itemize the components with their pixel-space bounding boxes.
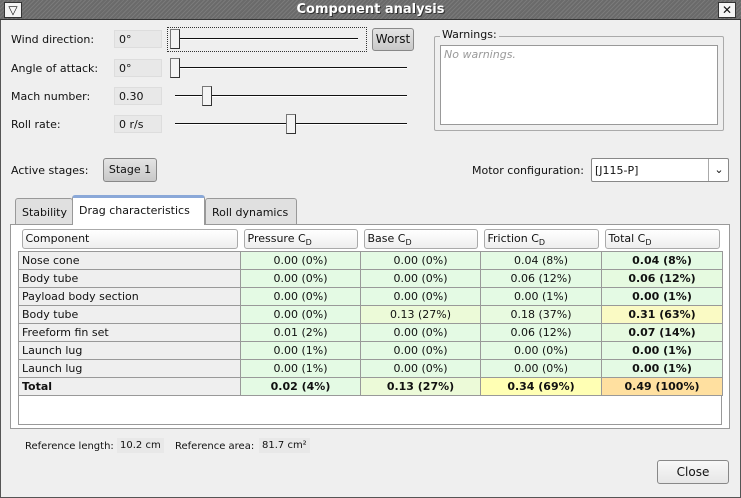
table-cell: 0.00 (1%)	[601, 340, 723, 360]
window-menu-button[interactable]: ▽	[4, 2, 22, 18]
table-cell: Freeform fin set	[18, 322, 241, 342]
chevron-down-icon: ⌄	[708, 159, 729, 181]
reference-area-label: Reference area:	[175, 441, 255, 452]
table-cell: 0.00 (0%)	[360, 250, 481, 270]
table-cell: 0.34 (69%)	[480, 376, 602, 396]
table-cell: 0.31 (63%)	[601, 304, 723, 324]
slider-thumb[interactable]	[286, 114, 296, 134]
table-cell: 0.13 (27%)	[360, 304, 481, 324]
table-cell: 0.00 (0%)	[480, 340, 602, 360]
worst-button[interactable]: Worst	[372, 28, 414, 51]
focus-outline	[167, 27, 367, 52]
table-cell: Payload body section	[18, 286, 241, 306]
tab-drag-characteristics[interactable]: Drag characteristics	[72, 195, 205, 225]
motor-config-value: [J115-P]	[595, 164, 639, 177]
param-slider[interactable]	[175, 95, 407, 97]
table-row[interactable]: Nose cone 0.00 (0%) 0.00 (0%) 0.04 (8%) 0.04…	[18, 250, 723, 270]
column-header[interactable]: Friction CD	[480, 228, 602, 251]
table-cell: 0.00 (1%)	[601, 358, 723, 378]
param-label: Wind direction:	[11, 33, 95, 46]
table-cell: 0.00 (1%)	[240, 358, 361, 378]
slider-thumb[interactable]	[201, 86, 212, 106]
table-cell: 0.18 (37%)	[480, 304, 602, 324]
table-cell: 0.06 (12%)	[480, 268, 602, 288]
stage-1-button[interactable]: Stage 1	[103, 158, 157, 182]
table-cell: 0.00 (0%)	[360, 340, 481, 360]
table-cell: 0.49 (100%)	[601, 376, 723, 396]
title-bar[interactable]	[0, 0, 741, 20]
column-header[interactable]: Base CD	[360, 228, 481, 251]
param-label: Roll rate:	[11, 118, 61, 131]
param-label: Angle of attack:	[11, 62, 99, 75]
param-slider[interactable]	[170, 67, 407, 69]
param-label: Mach number:	[11, 90, 91, 103]
table-cell: 0.00 (0%)	[240, 268, 361, 288]
table-cell: 0.06 (12%)	[601, 268, 723, 288]
param-value-field[interactable]: 0°	[114, 59, 162, 77]
table-cell: 0.00 (0%)	[360, 268, 481, 288]
table-cell: Launch lug	[18, 340, 241, 360]
table-cell: 0.00 (1%)	[601, 286, 723, 306]
table-cell: 0.13 (27%)	[360, 376, 481, 396]
table-cell: 0.07 (14%)	[601, 322, 723, 342]
table-cell: 0.00 (0%)	[480, 358, 602, 378]
window-close-button[interactable]: ✕	[718, 2, 736, 18]
table-cell: 0.01 (2%)	[240, 322, 361, 342]
tab-stability[interactable]: Stability	[15, 198, 73, 224]
table-cell: 0.00 (0%)	[360, 322, 481, 342]
warnings-label: Warnings:	[440, 28, 499, 41]
table-row[interactable]: Launch lug 0.00 (1%) 0.00 (0%) 0.00 (0%) 0.0…	[18, 340, 723, 360]
warnings-text: No warnings.	[440, 45, 718, 125]
column-header[interactable]: Total CD	[601, 228, 723, 251]
table-row[interactable]: Payload body section 0.00 (0%) 0.00 (0%) 0.…	[18, 286, 723, 306]
window-title: Component analysis	[296, 2, 445, 17]
table-empty-area	[18, 396, 722, 425]
table-cell: Body tube	[18, 304, 241, 324]
table-cell: 0.02 (4%)	[240, 376, 361, 396]
table-cell: 0.00 (1%)	[240, 340, 361, 360]
param-value-field[interactable]: 0°	[114, 30, 162, 48]
warnings-group	[434, 36, 724, 131]
motor-config-label: Motor configuration:	[472, 164, 584, 177]
table-cell: 0.04 (8%)	[480, 250, 602, 270]
table-cell: Nose cone	[18, 250, 241, 270]
close-icon: ✕	[721, 3, 733, 17]
table-cell: 0.00 (0%)	[360, 358, 481, 378]
motor-config-select[interactable]: [J115-P] ⌄	[591, 158, 729, 182]
table-cell: 0.00 (1%)	[480, 286, 602, 306]
slider-thumb[interactable]	[170, 58, 180, 78]
table-row[interactable]: Body tube 0.00 (0%) 0.00 (0%) 0.06 (12%) 0.0…	[18, 268, 723, 288]
table-cell: 0.00 (0%)	[240, 286, 361, 306]
table-cell: 0.00 (0%)	[240, 250, 361, 270]
table-cell: Body tube	[18, 268, 241, 288]
table-cell: 0.06 (12%)	[480, 322, 602, 342]
tab-roll-dynamics[interactable]: Roll dynamics	[205, 198, 297, 224]
table-cell: Launch lug	[18, 358, 241, 378]
slider-thumb[interactable]	[170, 29, 180, 49]
triangle-down-icon: ▽	[8, 3, 18, 17]
param-value-field[interactable]: 0 r/s	[114, 115, 162, 133]
reference-length-value: 10.2 cm	[117, 438, 164, 453]
active-stages-label: Active stages:	[11, 164, 89, 177]
table-row[interactable]: Body tube 0.00 (0%) 0.13 (27%) 0.18 (37%) 0.…	[18, 304, 723, 324]
reference-area-value: 81.7 cm²	[259, 438, 310, 453]
column-header[interactable]: Component	[18, 228, 241, 251]
table-cell: 0.04 (8%)	[601, 250, 723, 270]
table-cell: Total	[18, 376, 241, 396]
reference-length-label: Reference length:	[25, 441, 114, 452]
column-header[interactable]: Pressure CD	[240, 228, 361, 251]
drag-table: Component Pressure CD Base CD Friction CD To…	[18, 228, 723, 396]
table-cell: 0.00 (0%)	[240, 304, 361, 324]
close-button[interactable]: Close	[657, 460, 729, 484]
param-value-field[interactable]: 0.30	[114, 87, 162, 105]
table-row[interactable]: Freeform fin set 0.01 (2%) 0.00 (0%) 0.06 (…	[18, 322, 723, 342]
table-row[interactable]: Launch lug 0.00 (1%) 0.00 (0%) 0.00 (0%) 0.0…	[18, 358, 723, 378]
param-slider[interactable]	[170, 38, 358, 40]
table-row[interactable]: Total 0.02 (4%) 0.13 (27%) 0.34 (69%) 0.49 (…	[18, 376, 723, 396]
table-cell: 0.00 (0%)	[360, 286, 481, 306]
